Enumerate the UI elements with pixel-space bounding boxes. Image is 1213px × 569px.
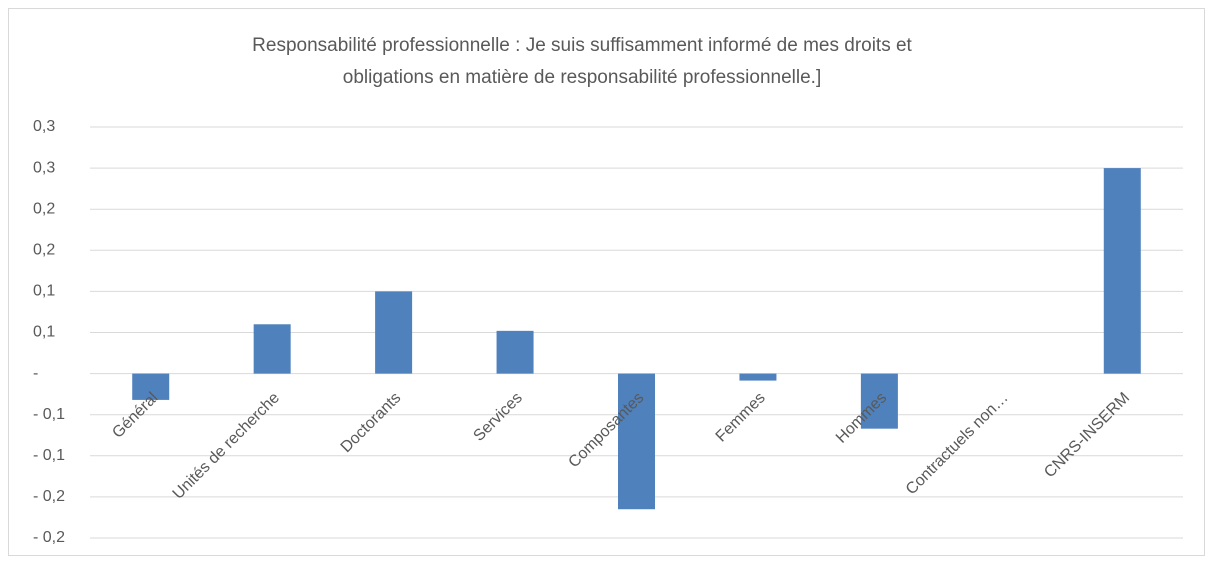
bar — [496, 330, 534, 374]
chart-title: obligations en matière de responsabilité… — [343, 67, 821, 88]
y-tick-label: 0,3 — [33, 159, 55, 176]
y-tick-label: 0,3 — [33, 118, 55, 135]
bar — [860, 373, 898, 429]
chart-title: Responsabilité professionnelle : Je suis… — [252, 35, 912, 56]
y-tick-label: - 0,1 — [33, 447, 65, 464]
y-tick-label: - 0,2 — [33, 488, 65, 505]
y-tick-label: - 0,2 — [33, 529, 65, 546]
y-tick-label: - — [33, 365, 38, 382]
bar — [375, 291, 413, 374]
y-tick-label: 0,1 — [33, 283, 55, 300]
y-tick-label: - 0,1 — [33, 406, 65, 423]
bar — [132, 373, 170, 400]
y-tick-label: 0,1 — [33, 324, 55, 341]
bar — [618, 373, 655, 510]
y-tick-label: 0,2 — [33, 200, 55, 217]
bar — [253, 324, 291, 374]
bar — [739, 373, 777, 381]
chart-border — [8, 8, 1205, 556]
y-tick-label: 0,2 — [33, 242, 55, 259]
bar — [1103, 168, 1141, 374]
